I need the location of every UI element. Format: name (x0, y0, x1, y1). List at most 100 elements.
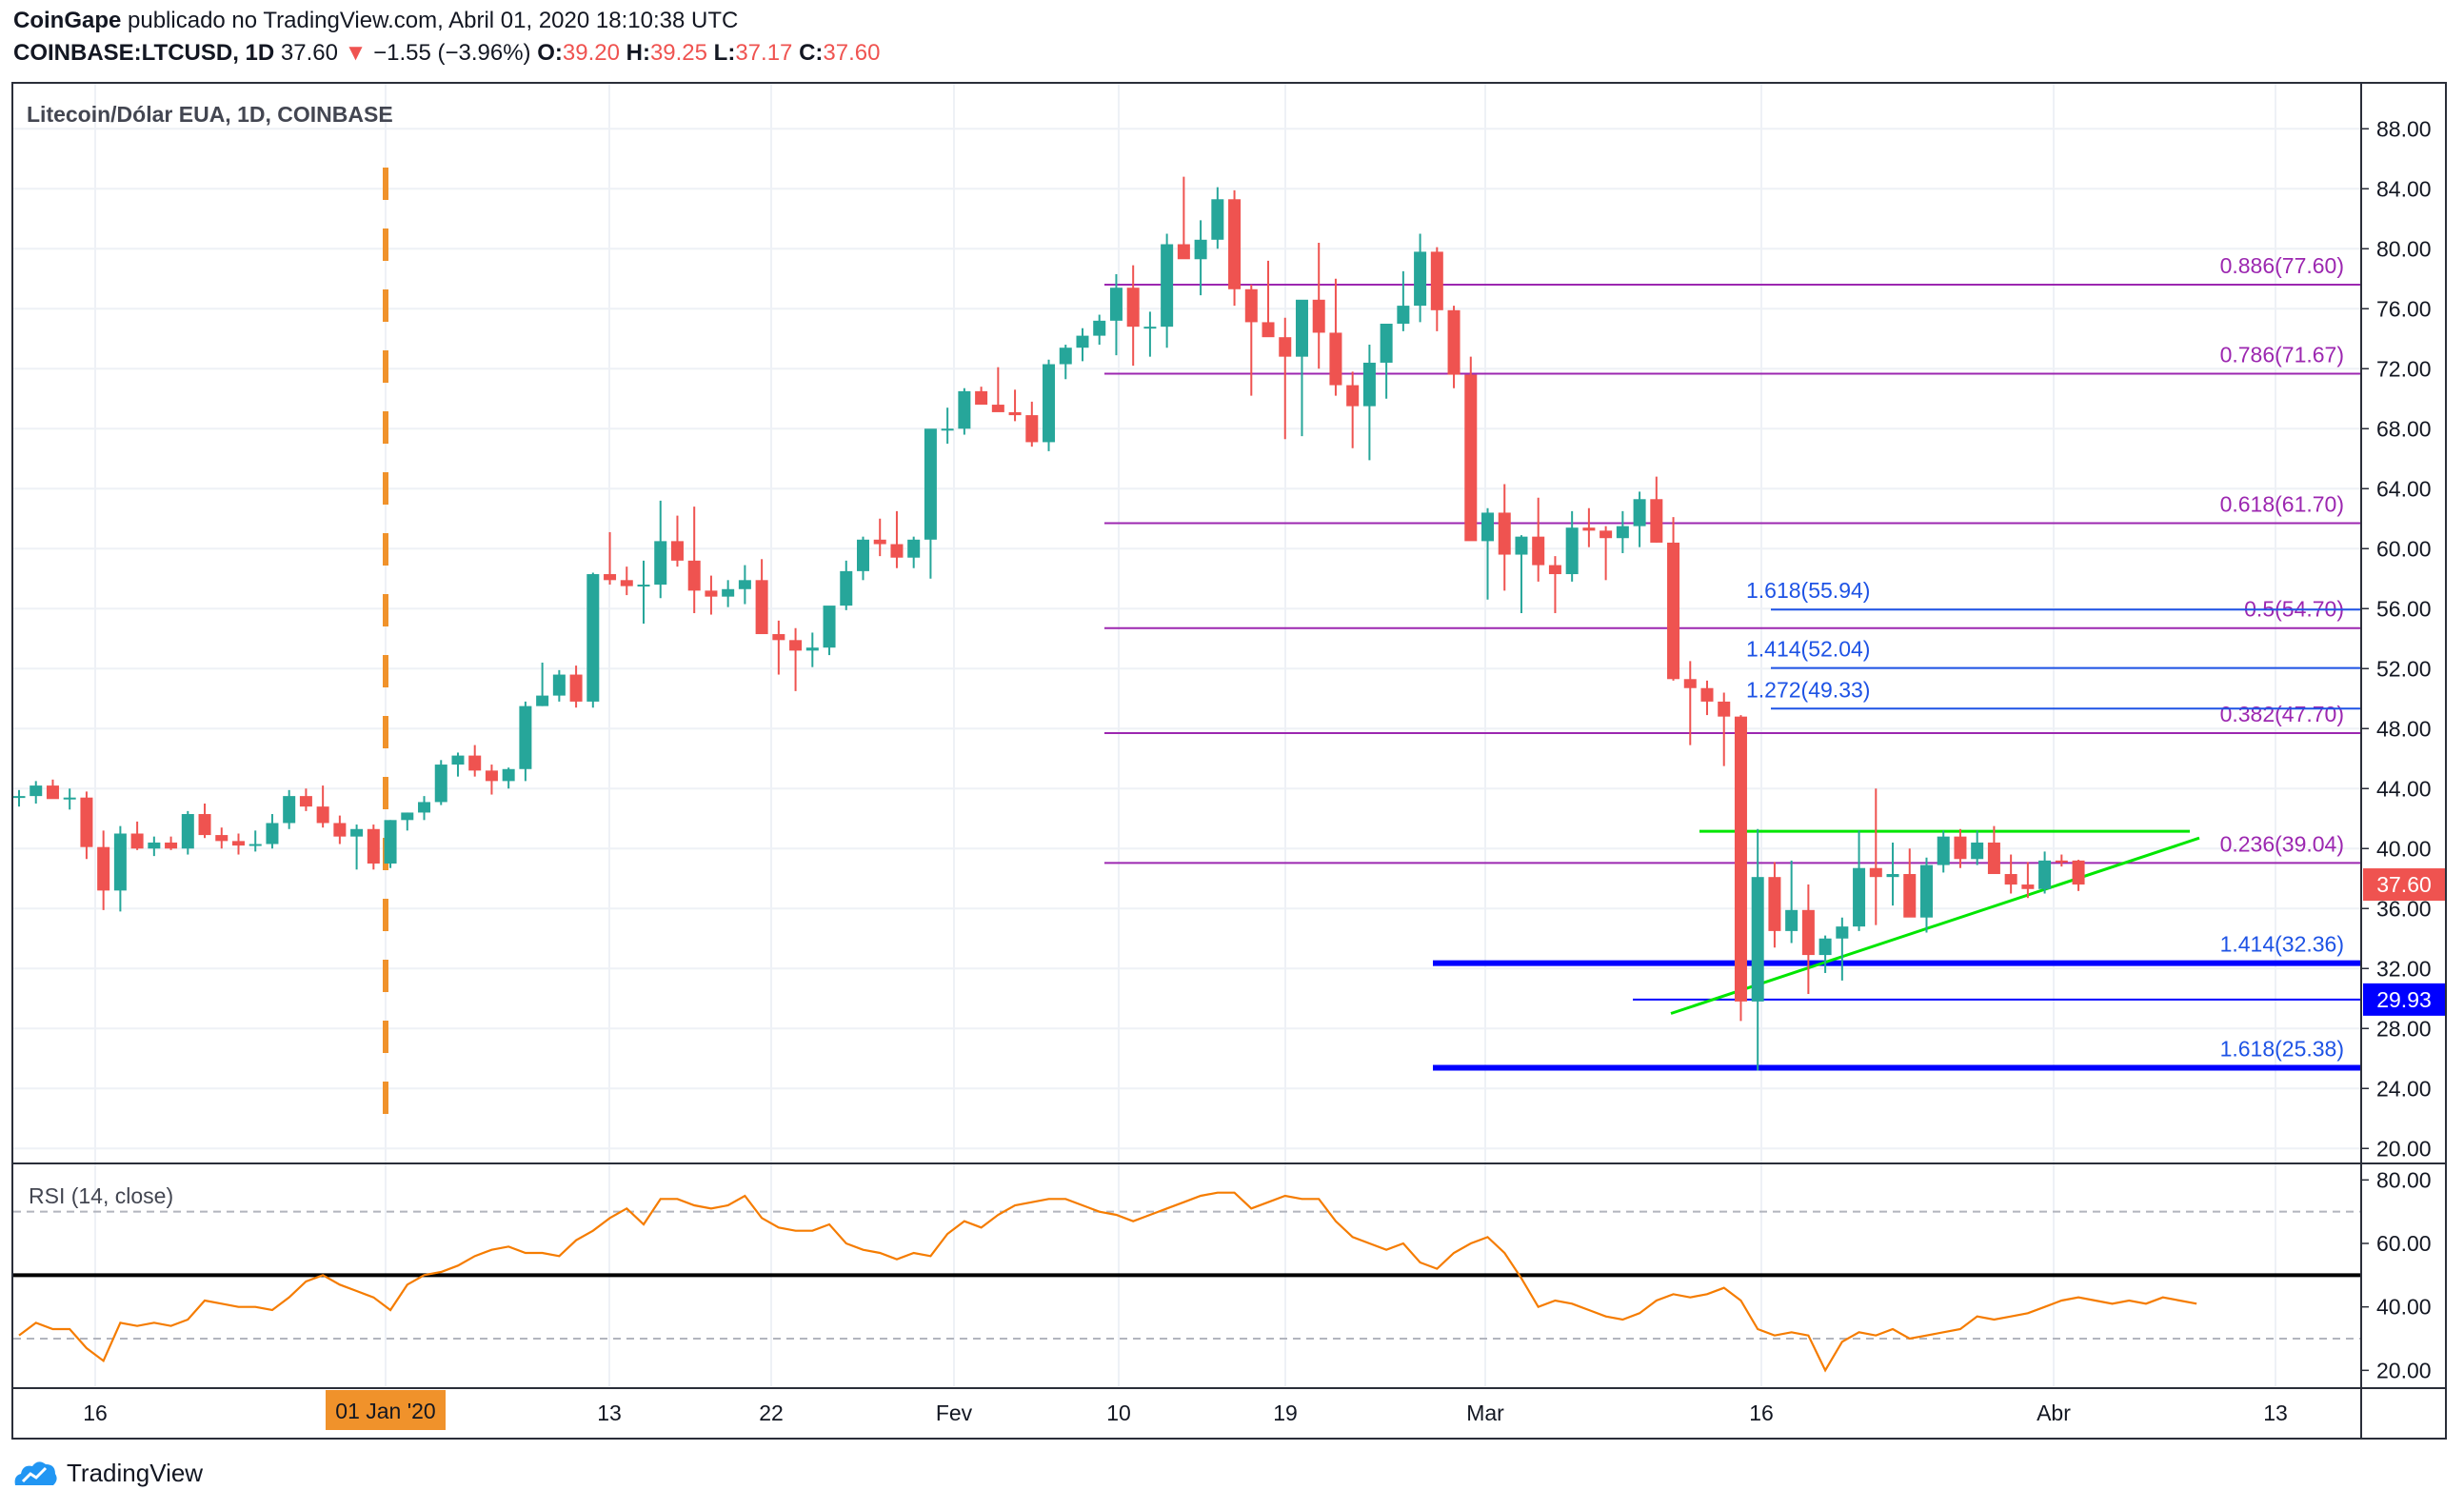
candle-body (1633, 499, 1646, 527)
symbol-name[interactable]: COINBASE:LTCUSD, 1D (13, 40, 275, 66)
price-tick-label: 40.00 (2376, 836, 2432, 861)
candle-body (181, 814, 194, 849)
price-tick-label: 76.00 (2376, 296, 2432, 321)
publish-line: CoinGape publicado no TradingView.com, A… (13, 8, 738, 34)
candle-body (789, 640, 803, 651)
candle-body (620, 580, 633, 586)
candle-body (401, 812, 414, 821)
candle-body (1734, 716, 1747, 1002)
fib-label: 0.382(47.70) (2220, 702, 2344, 726)
time-tick-label: 10 (1106, 1401, 1131, 1425)
candle-body (569, 674, 583, 702)
price-tick-label: 32.00 (2376, 956, 2432, 981)
candle-body (130, 833, 144, 849)
time-tick-label: Fev (936, 1401, 973, 1425)
candle-body (215, 835, 229, 842)
candle-body (1362, 362, 1376, 407)
candle-body (755, 580, 768, 635)
candle-body (418, 802, 431, 813)
time-tick-label: 16 (1749, 1401, 1774, 1425)
rsi-tick-label: 40.00 (2376, 1295, 2432, 1320)
price-tick-label: 88.00 (2376, 116, 2432, 141)
candle-body (1700, 687, 1714, 702)
candle-body (485, 770, 498, 782)
candle-body (46, 785, 59, 800)
ext-label: 1.414(52.04) (1746, 637, 1870, 662)
candle-body (1126, 288, 1140, 328)
grid-lines (13, 84, 2361, 1386)
candle-body (586, 574, 600, 702)
candle-body (1228, 199, 1242, 289)
rsi-title: RSI (14, close) (29, 1183, 173, 1208)
rsi-tick-label: 80.00 (2376, 1167, 2432, 1192)
candle-body (1853, 867, 1866, 927)
down-arrow-icon: ▼ (344, 40, 368, 66)
symbol-line: COINBASE:LTCUSD, 1D 37.60 ▼ −1.55 (−3.96… (13, 40, 880, 67)
last-price-badge (2363, 868, 2445, 902)
price-tick-label: 68.00 (2376, 416, 2432, 441)
candle-body (1548, 565, 1561, 575)
publisher-name: CoinGape (13, 8, 122, 33)
candle-body (1008, 411, 1022, 416)
candle-body (890, 544, 904, 558)
candle-body (468, 755, 482, 771)
open-value: 39.20 (562, 40, 620, 66)
candle-body (1801, 909, 1815, 956)
candle-body (1768, 877, 1781, 931)
price-change: −1.55 (−3.96%) (373, 40, 531, 66)
candle-body (198, 814, 211, 836)
price-tick-label: 84.00 (2376, 176, 2432, 201)
time-tick-label: 22 (759, 1401, 784, 1425)
candle-body (266, 823, 279, 844)
candle-body (2021, 884, 2035, 889)
candle-body (1600, 530, 1613, 539)
price-tick-label: 24.00 (2376, 1076, 2432, 1101)
candle-body (1177, 244, 1190, 260)
candle-body (1751, 877, 1764, 1002)
price-axis[interactable]: 88.00 84.00 80.00 76.00 72.00 68.00 64.00 60.00… (13, 82, 2447, 1440)
footer-brand[interactable]: TradingView (67, 1458, 204, 1487)
candle-body (1498, 512, 1511, 555)
candle-body (1059, 348, 1072, 365)
candle-body (1785, 909, 1798, 931)
candle-body (30, 785, 43, 797)
candle-body (1903, 874, 1917, 918)
candle-series (12, 176, 2085, 1071)
low-value: 37.17 (735, 40, 793, 66)
candle-body (1987, 842, 2000, 875)
candle-body (958, 390, 971, 429)
time-tick-label: Mar (1466, 1401, 1504, 1425)
date-marker-badge (326, 1390, 446, 1430)
candle-body (1718, 701, 1731, 717)
candle-body (165, 842, 178, 849)
candle-body (604, 574, 617, 581)
candle-body (97, 846, 110, 891)
time-axis[interactable]: 16 01 Jan '20 13 22 Fev 10 19 Mar 16 Abr 13 (83, 1390, 2288, 1430)
candle-body (1667, 542, 1680, 680)
candle-body (283, 796, 296, 824)
candle-body (231, 841, 245, 846)
price-tick-label: 44.00 (2376, 776, 2432, 801)
support-price-label: 29.93 (2376, 987, 2432, 1012)
candle-body (1447, 309, 1461, 375)
price-tick-label: 72.00 (2376, 356, 2432, 381)
candle-body (519, 705, 532, 769)
candle-body (1430, 251, 1443, 310)
candle-body (722, 588, 735, 597)
footer: TradingView (11, 1457, 203, 1489)
candle-body (1194, 239, 1207, 260)
candle-body (1683, 679, 1697, 688)
candle-body (1043, 364, 1056, 443)
fib-levels: 0.886(77.60)0.786(71.67)0.618(61.70)0.5(… (1104, 253, 2361, 1071)
time-tick-label: 01 Jan '20 (335, 1399, 435, 1423)
chart-frame (11, 82, 2447, 1440)
time-tick-label: 13 (597, 1401, 622, 1425)
candle-body (1295, 299, 1308, 357)
candle-body (1397, 306, 1410, 324)
rsi-tick-label: 20.00 (2376, 1358, 2432, 1382)
candle-body (248, 844, 262, 846)
rsi-tick-label: 60.00 (2376, 1231, 2432, 1256)
candle-body (299, 796, 312, 807)
candle-body (772, 634, 785, 641)
